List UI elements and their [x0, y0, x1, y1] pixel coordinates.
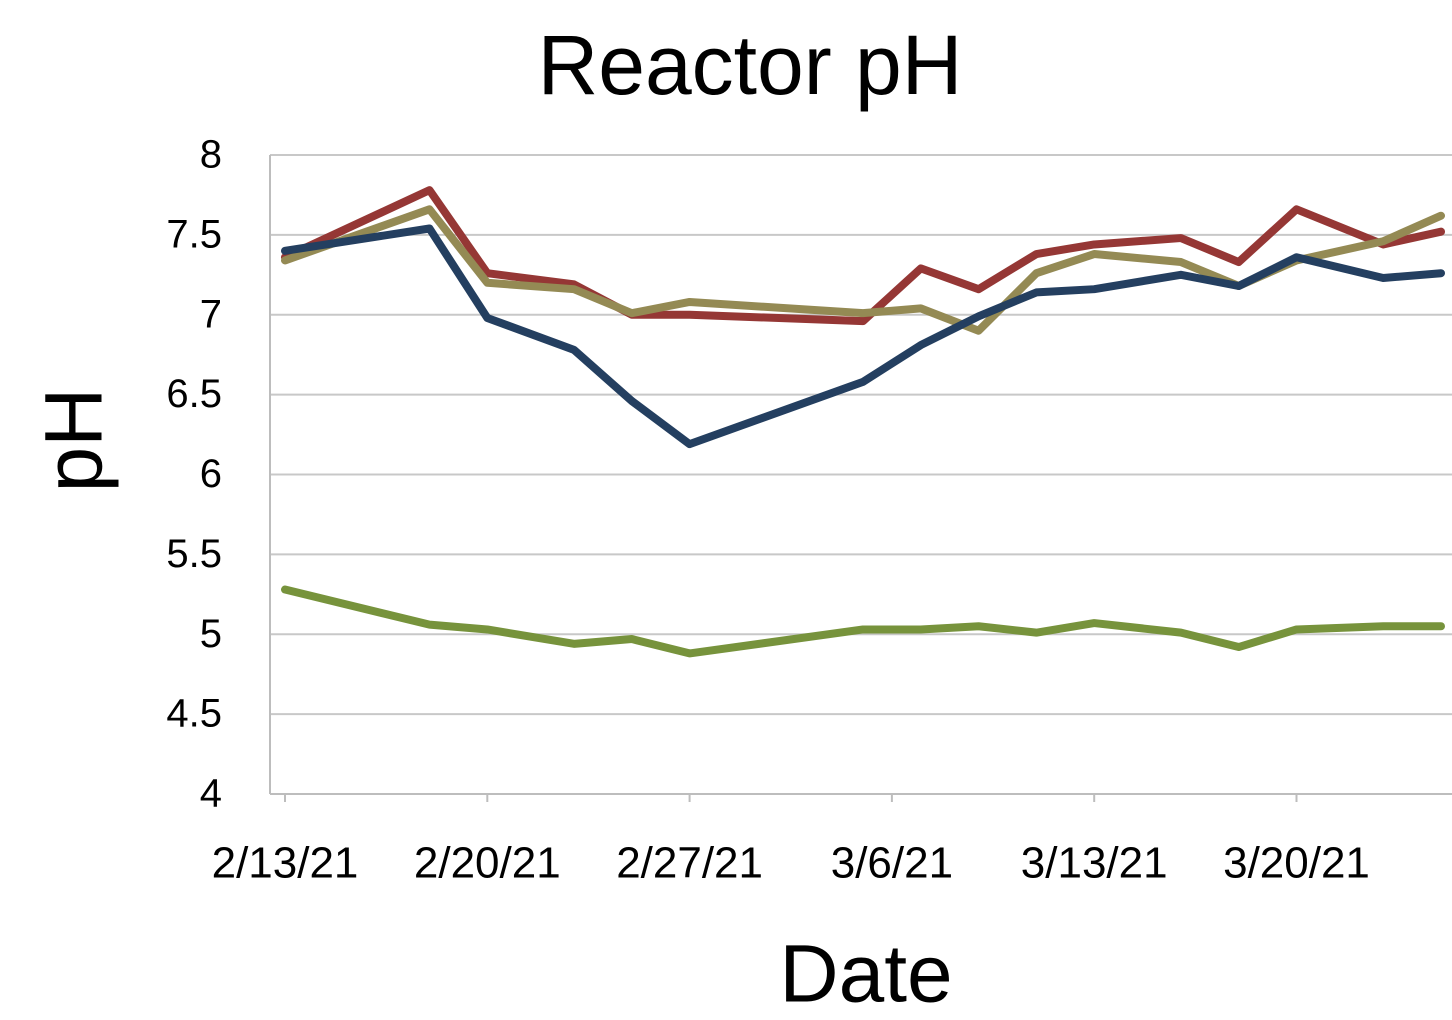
x-axis-label: Date — [779, 929, 952, 1020]
series-line — [281, 585, 1445, 658]
x-tick-label: 3/13/21 — [1021, 839, 1168, 888]
y-tick-label: 4.5 — [166, 692, 222, 736]
x-tick-label: 2/13/21 — [212, 839, 359, 888]
y-tick-label: 4 — [200, 772, 222, 816]
y-tick-label: 6.5 — [166, 372, 222, 416]
y-tick-label: 8 — [200, 133, 222, 177]
y-tick-label: 5 — [200, 612, 222, 656]
x-tick-label: 2/27/21 — [616, 839, 763, 888]
x-tick-label: 3/20/21 — [1223, 839, 1370, 888]
y-tick-label: 5.5 — [166, 532, 222, 576]
y-tick-label: 6 — [200, 452, 222, 496]
x-tick-label: 2/20/21 — [414, 839, 561, 888]
series-line — [281, 186, 1445, 326]
x-tick-label: 3/6/21 — [831, 839, 953, 888]
chart-title: Reactor pH — [538, 18, 963, 112]
y-tick-label: 7 — [200, 292, 222, 336]
y-tick-label: 7.5 — [166, 212, 222, 256]
y-axis-label: pH — [29, 388, 120, 493]
series-line — [281, 224, 1445, 449]
